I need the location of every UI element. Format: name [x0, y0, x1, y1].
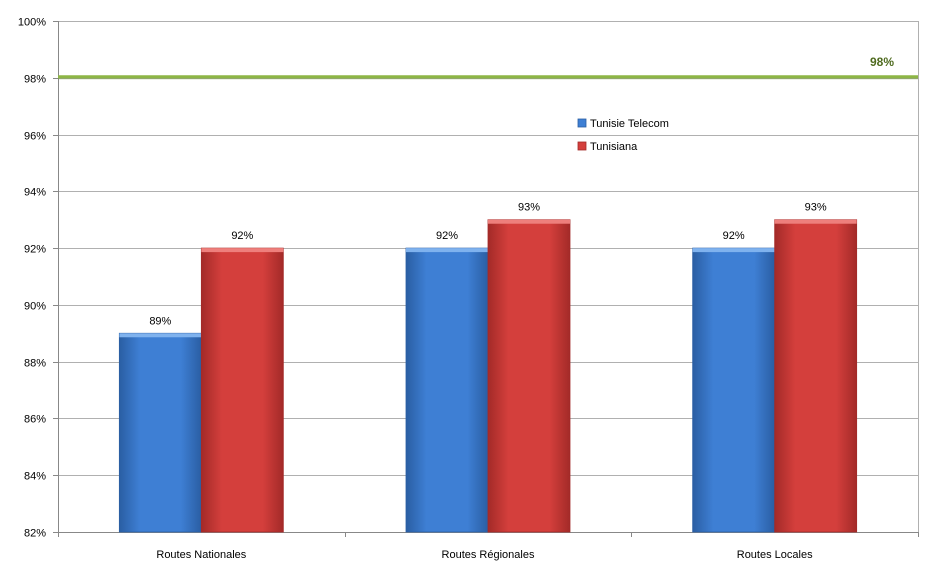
x-category-label: Routes Locales [737, 549, 813, 561]
bar-top-highlight [119, 333, 202, 338]
y-tick-label: 100% [18, 17, 46, 29]
bar-top-highlight [201, 248, 284, 253]
legend-swatch [577, 141, 587, 151]
y-tick-label: 82% [24, 528, 46, 540]
bar-top-highlight [406, 248, 488, 253]
bar [200, 247, 284, 533]
data-label: 92% [436, 230, 458, 242]
y-tick-label: 92% [24, 244, 46, 256]
target-line-label: 98% [870, 55, 894, 69]
legend-label: Tunisiana [590, 141, 638, 153]
y-tick-label: 90% [24, 301, 46, 313]
bar-top-highlight [488, 219, 570, 224]
data-label: 93% [518, 202, 540, 214]
bars [118, 219, 858, 533]
legend: Tunisie Telecom Tunisiana [577, 118, 669, 153]
bar [692, 247, 776, 533]
bar [405, 247, 489, 533]
data-label: 93% [805, 202, 827, 214]
bar [487, 219, 571, 533]
data-label: 92% [723, 230, 745, 242]
bar-top-highlight [774, 219, 857, 224]
bar [774, 219, 858, 533]
y-tick-label: 88% [24, 358, 46, 370]
x-category-label: Routes Nationales [156, 549, 246, 561]
y-tick-label: 84% [24, 471, 46, 483]
data-label: 89% [149, 315, 171, 327]
y-tick-label: 94% [24, 187, 46, 199]
legend-swatch [577, 118, 587, 128]
y-axis: 82% 84% 86% 88% 90% 92% 94% 96% 98% 100% [18, 17, 59, 540]
bar-top-highlight [692, 248, 775, 253]
x-category-label: Routes Régionales [442, 549, 535, 561]
x-axis: Routes Nationales Routes Régionales Routes… [58, 532, 919, 561]
y-tick-label: 96% [24, 131, 46, 143]
legend-label: Tunisie Telecom [590, 118, 669, 130]
data-label: 92% [231, 230, 253, 242]
y-tick-label: 98% [24, 74, 46, 86]
data-labels: 89% 92% 92% 93% 92% 93% [149, 202, 827, 328]
bar [118, 332, 202, 533]
target-line-group: 98% [58, 55, 918, 80]
y-tick-label: 86% [24, 414, 46, 426]
